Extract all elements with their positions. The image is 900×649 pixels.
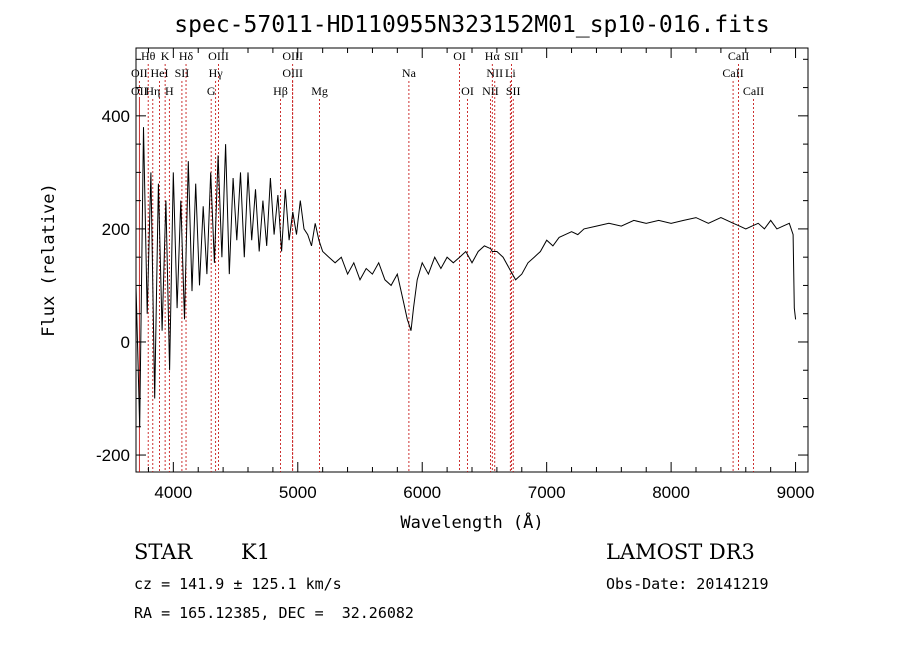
spectral-line-label: Hα	[485, 49, 501, 63]
x-tick-label: 8000	[652, 483, 690, 502]
spectral-line-label: Mg	[311, 84, 328, 98]
spectral-line-label: SII	[504, 49, 519, 63]
spectral-line-label: CaII	[722, 66, 743, 80]
observation-date: Obs-Date: 20141219	[606, 575, 769, 593]
y-tick-label: 0	[121, 333, 130, 352]
spectral-line-label: OI	[461, 84, 474, 98]
spectral-line-label: H	[165, 84, 174, 98]
x-tick-label: 9000	[777, 483, 815, 502]
axes: 4000 5000 6000 7000 8000 9000 -200 0 200 400	[96, 48, 815, 502]
x-tick-label: 5000	[279, 483, 317, 502]
spectral-line-label: Hη	[145, 84, 160, 98]
spectral-line-label: Hθ	[141, 49, 156, 63]
object-subclass: K1	[241, 540, 271, 564]
spectral-line-label: NII	[486, 66, 503, 80]
x-tick-label: 6000	[403, 483, 441, 502]
chart-title: spec-57011-HD110955N323152M01_sp10-016.f…	[174, 12, 769, 38]
spectral-line-label: OIII	[208, 49, 229, 63]
spectral-line-label: SII	[175, 66, 190, 80]
plot-frame	[135, 47, 809, 473]
survey-name: LAMOST DR3	[606, 540, 755, 564]
x-axis-label: Wavelength (Å)	[400, 511, 543, 533]
object-class: STAR	[134, 540, 193, 564]
x-tick-label: 4000	[154, 483, 192, 502]
spectral-line-label: CaII	[728, 49, 749, 63]
coordinates: RA = 165.12385, DEC = 32.26082	[134, 604, 414, 622]
spectral-line-label: G	[207, 84, 216, 98]
spectral-line-label: NII	[482, 84, 499, 98]
x-tick-label: 7000	[528, 483, 566, 502]
spectral-line-label: OIII	[282, 49, 303, 63]
spectral-line-label: Hβ	[273, 84, 288, 98]
y-tick-label: 200	[102, 220, 130, 239]
spectral-line-label: K	[161, 49, 170, 63]
spectral-line-label: Li	[505, 66, 516, 80]
spectral-line-label: OII	[131, 66, 148, 80]
spectral-line-label: OII	[131, 84, 148, 98]
spectral-line-label: OIII	[282, 66, 303, 80]
redshift-readout: cz = 141.9 ± 125.1 km/s	[134, 575, 342, 593]
spectrum-line	[135, 127, 797, 427]
spectral-line-label: SII	[506, 84, 521, 98]
y-axis-label: Flux (relative)	[39, 183, 59, 337]
spectral-line-label: OI	[453, 49, 466, 63]
spectral-line-label: CaII	[743, 84, 764, 98]
spectral-line-label: Na	[402, 66, 417, 80]
spectrum-chart: spec-57011-HD110955N323152M01_sp10-016.f…	[39, 12, 815, 533]
spectral-line-label: Hγ	[209, 66, 224, 80]
spectral-line-label: Hδ	[179, 49, 194, 63]
y-tick-label: 400	[102, 107, 130, 126]
spectral-line-label: HeI	[151, 66, 169, 80]
y-tick-label: -200	[96, 446, 130, 465]
